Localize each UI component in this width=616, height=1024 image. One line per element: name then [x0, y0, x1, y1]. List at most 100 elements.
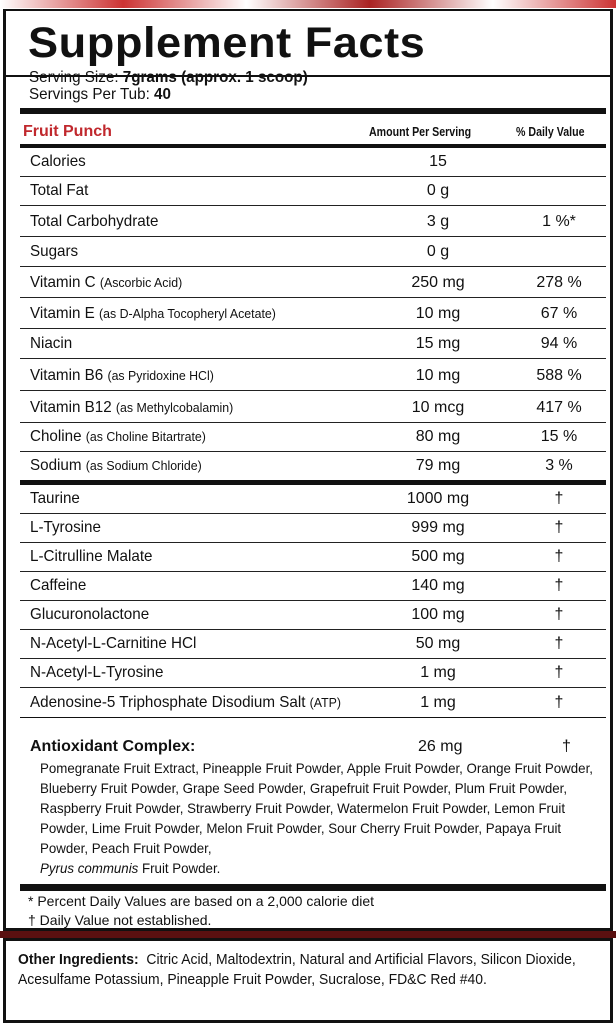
other-ingredients-label: Other Ingredients:: [18, 952, 139, 968]
row-name: Vitamin E (as D-Alpha Tocopheryl Acetate…: [30, 305, 276, 323]
table-row: Glucuronolactone 100 mg †: [20, 601, 606, 630]
table-row: N-Acetyl-L-Tyrosine 1 mg †: [20, 659, 606, 688]
row-name: Vitamin B6 (as Pyridoxine HCl): [30, 367, 214, 385]
table-row: Taurine 1000 mg †: [20, 485, 606, 514]
thick-divider: [20, 480, 606, 485]
table-row: L-Tyrosine 999 mg †: [20, 514, 606, 543]
row-amount: 3 g: [426, 213, 450, 230]
row-label: L-Citrulline Malate: [30, 548, 153, 565]
serving-size-value: 7grams (approx. 1 scoop): [122, 69, 308, 86]
antioxidant-list-text: Pomegranate Fruit Extract, Pineapple Fru…: [40, 760, 593, 856]
row-name: Sugars: [30, 243, 78, 261]
row-name: L-Citrulline Malate: [30, 548, 152, 566]
table-row: Sugars 0 g: [20, 237, 606, 267]
amount-header: Amount Per Serving: [369, 125, 472, 139]
row-daily-value: 1 %*: [542, 213, 576, 230]
serving-size-label: Serving Size:: [29, 69, 119, 86]
other-ingredients-value: Citric Acid, Maltodextrin, Natural and A…: [18, 952, 576, 988]
table-row: Vitamin C (Ascorbic Acid) 250 mg 278 %: [20, 267, 606, 298]
row-label: Niacin: [30, 335, 73, 352]
row-name: Caffeine: [30, 577, 86, 595]
antioxidant-list: Pomegranate Fruit Extract, Pineapple Fru…: [40, 758, 610, 878]
row-label: Vitamin E: [30, 305, 95, 322]
antioxidant-dv: †: [562, 738, 571, 755]
supplement-facts-panel: Supplement Facts Serving Size: 7grams (a…: [3, 9, 613, 931]
table-row: Calories 15: [20, 148, 606, 177]
row-name: Adenosine-5 Triphosphate Disodium Salt (…: [30, 694, 341, 712]
row-label: Calories: [30, 153, 86, 170]
row-label: Caffeine: [30, 577, 87, 594]
nutrient-table: Calories 15 Total Fat 0 g Total Carbohydra…: [20, 148, 606, 480]
row-label: Total Carbohydrate: [30, 213, 159, 230]
row-amount: 79 mg: [415, 457, 461, 474]
row-amount: 250 mg: [411, 274, 465, 291]
row-label: L-Tyrosine: [30, 519, 101, 536]
row-name: N-Acetyl-L-Carnitine HCl: [30, 635, 196, 653]
row-daily-value: 15 %: [540, 428, 578, 445]
servings-per-tub: Servings Per Tub: 40: [29, 86, 171, 104]
row-name: L-Tyrosine: [30, 519, 101, 537]
row-amount: 1 mg: [420, 694, 456, 711]
row-daily-value: 588 %: [536, 367, 582, 384]
table-row: Vitamin B6 (as Pyridoxine HCl) 10 mg 588 %: [20, 359, 606, 391]
row-name: Total Carbohydrate: [30, 213, 158, 231]
row-daily-value: †: [554, 548, 564, 565]
row-amount: 15 mg: [415, 335, 461, 352]
row-amount: 1 mg: [420, 664, 456, 681]
table-row: Adenosine-5 Triphosphate Disodium Salt (…: [20, 688, 606, 717]
row-detail: (ATP): [309, 695, 342, 710]
footnote-daily-values: * Percent Daily Values are based on a 2,…: [28, 893, 375, 909]
row-label: Choline: [30, 428, 82, 445]
thick-divider: [20, 144, 606, 148]
flavor-name: Fruit Punch: [23, 123, 112, 140]
table-row: Caffeine 140 mg †: [20, 572, 606, 601]
table-row: Niacin 15 mg 94 %: [20, 329, 606, 359]
row-name: Choline (as Choline Bitartrate): [30, 428, 206, 446]
row-name: Calories: [30, 153, 86, 171]
row-amount: 10 mcg: [411, 399, 465, 416]
row-daily-value: 278 %: [536, 274, 582, 291]
footnote-not-established: † Daily Value not established.: [28, 912, 212, 928]
row-amount: 0 g: [426, 243, 450, 260]
daily-value-header: % Daily Value: [516, 125, 585, 139]
row-daily-value: †: [554, 664, 564, 681]
row-daily-value: 94 %: [540, 335, 578, 352]
table-header: Fruit Punch Amount Per Serving % Daily V…: [20, 123, 606, 147]
row-daily-value: †: [554, 635, 564, 652]
row-amount: 10 mg: [415, 305, 461, 322]
row-label: Vitamin B6: [30, 367, 104, 384]
other-ingredients: Other Ingredients: Citric Acid, Maltodex…: [18, 951, 584, 990]
antioxidant-name: Antioxidant Complex:: [30, 738, 196, 755]
row-name: Vitamin C (Ascorbic Acid): [30, 274, 182, 292]
background-band: [0, 931, 616, 938]
row-detail: (as Choline Bitartrate): [85, 429, 206, 444]
row-detail: (Ascorbic Acid): [99, 275, 183, 290]
row-name: N-Acetyl-L-Tyrosine: [30, 664, 163, 682]
row-label: Sodium: [30, 457, 82, 474]
thick-divider: [20, 884, 606, 891]
antioxidant-complex: Antioxidant Complex: 26 mg † Pomegranate…: [30, 738, 600, 878]
table-row: Vitamin E (as D-Alpha Tocopheryl Acetate…: [20, 298, 606, 329]
divider: [20, 717, 606, 718]
row-amount: 0 g: [426, 182, 450, 199]
antioxidant-amount: 26 mg: [418, 738, 463, 755]
row-amount: 80 mg: [415, 428, 461, 445]
servings-label: Servings Per Tub:: [29, 86, 150, 103]
row-label: Adenosine-5 Triphosphate Disodium Salt: [30, 694, 306, 711]
row-amount: 10 mg: [415, 367, 461, 384]
row-daily-value: 67 %: [540, 305, 578, 322]
row-label: Vitamin C: [30, 274, 96, 291]
row-amount: 999 mg: [411, 519, 465, 536]
row-daily-value: 3 %: [545, 457, 573, 474]
row-amount: 15: [429, 153, 447, 170]
row-daily-value: †: [554, 490, 564, 507]
row-label: Sugars: [30, 243, 79, 260]
row-detail: (as Methylcobalamin): [115, 400, 234, 415]
table-row: L-Citrulline Malate 500 mg †: [20, 543, 606, 572]
divider: [6, 75, 610, 77]
row-daily-value: †: [554, 519, 564, 536]
background-strip: [0, 0, 616, 8]
row-detail: (as Pyridoxine HCl): [107, 368, 214, 383]
ingredient-table: Taurine 1000 mg † L-Tyrosine 999 mg † L-Citr…: [20, 485, 606, 717]
row-daily-value: †: [554, 577, 564, 594]
